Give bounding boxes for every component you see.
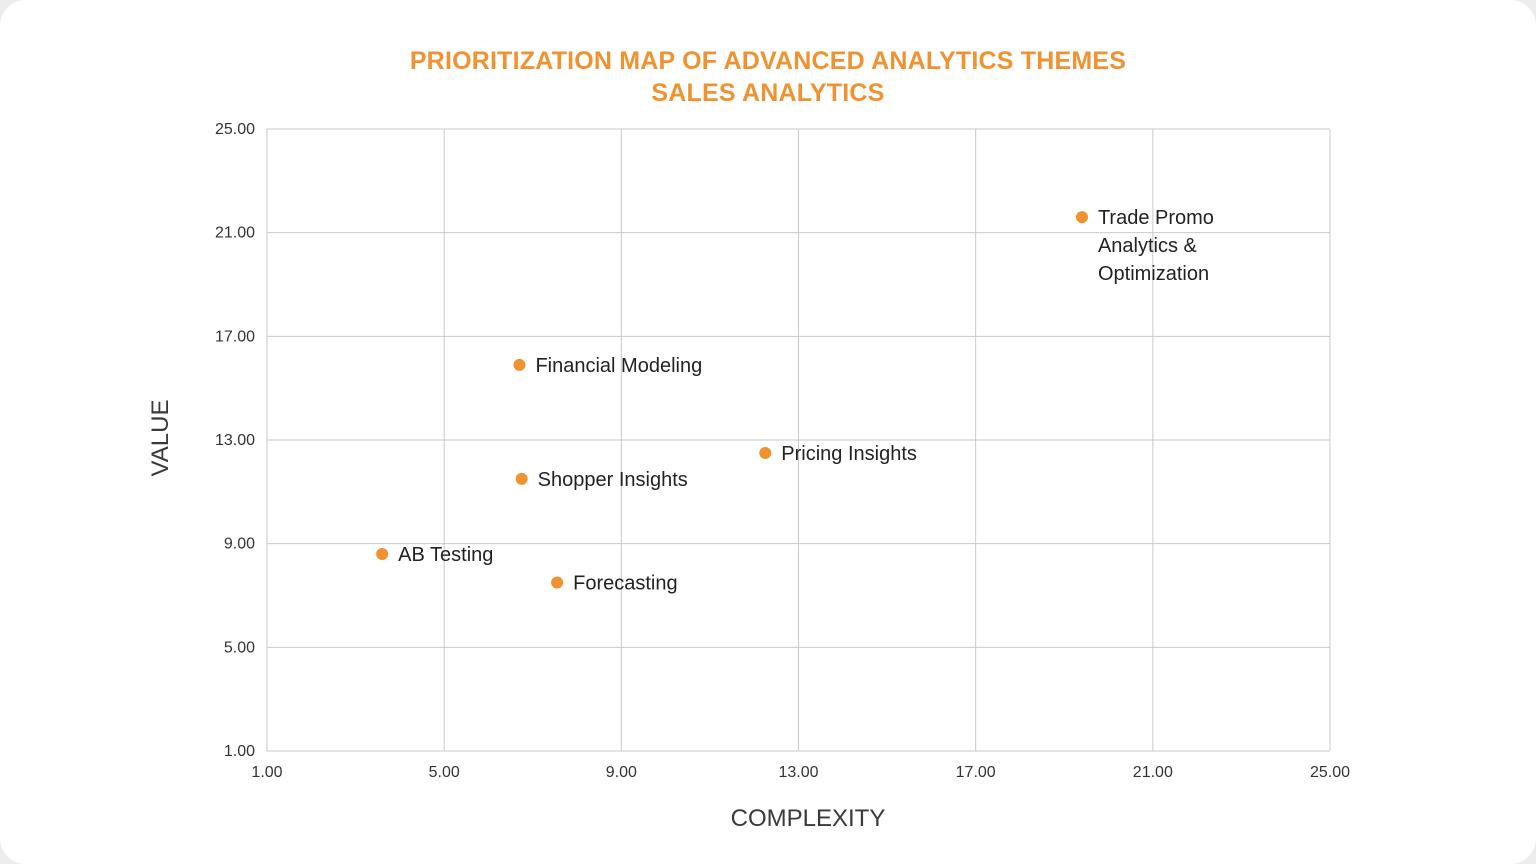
data-point-marker [759, 446, 772, 459]
data-point-marker [1075, 211, 1088, 224]
x-axis-title: COMPLEXITY [731, 805, 886, 832]
chart-subtitle: SALES ANALYTICS [651, 79, 885, 107]
y-tick-label: 5.00 [224, 639, 255, 656]
y-tick-label: 9.00 [224, 536, 255, 553]
x-tick-label: 13.00 [778, 764, 818, 781]
y-tick-label: 25.00 [215, 121, 255, 138]
data-point-marker [515, 472, 528, 485]
data-point-label: Pricing Insights [781, 443, 917, 465]
x-tick-label: 21.00 [1133, 764, 1173, 781]
y-tick-label: 21.00 [215, 225, 255, 242]
grid-lines [266, 128, 1331, 752]
data-point-label: AB Testing [398, 544, 493, 566]
data-points: Trade Promo Analytics & Optimization Financ… [376, 207, 1214, 595]
x-axis-ticks: 1.00 5.00 9.00 13.00 17.00 21.00 25.00 [251, 764, 1350, 781]
data-point-label: Financial Modeling [535, 355, 702, 377]
data-point-marker [376, 548, 389, 561]
y-tick-label: 1.00 [224, 743, 255, 760]
y-tick-label: 17.00 [215, 328, 255, 345]
data-point-label: Trade Promo Analytics & Optimization [1098, 207, 1214, 285]
x-tick-label: 17.00 [956, 764, 996, 781]
y-tick-label: 13.00 [215, 432, 255, 449]
y-axis-ticks: 1.00 5.00 9.00 13.00 17.00 21.00 25.00 [215, 121, 255, 760]
y-axis-title: VALUE [147, 400, 174, 477]
x-tick-label: 1.00 [251, 764, 282, 781]
data-point-marker [513, 358, 526, 371]
data-point-label: Shopper Insights [538, 469, 688, 491]
x-tick-label: 25.00 [1310, 764, 1350, 781]
x-tick-label: 5.00 [429, 764, 460, 781]
data-point-label: Forecasting [573, 573, 678, 595]
x-tick-label: 9.00 [606, 764, 637, 781]
data-point-marker [551, 576, 564, 589]
chart-title: PRIORITIZATION MAP OF ADVANCED ANALYTICS… [409, 47, 1127, 75]
